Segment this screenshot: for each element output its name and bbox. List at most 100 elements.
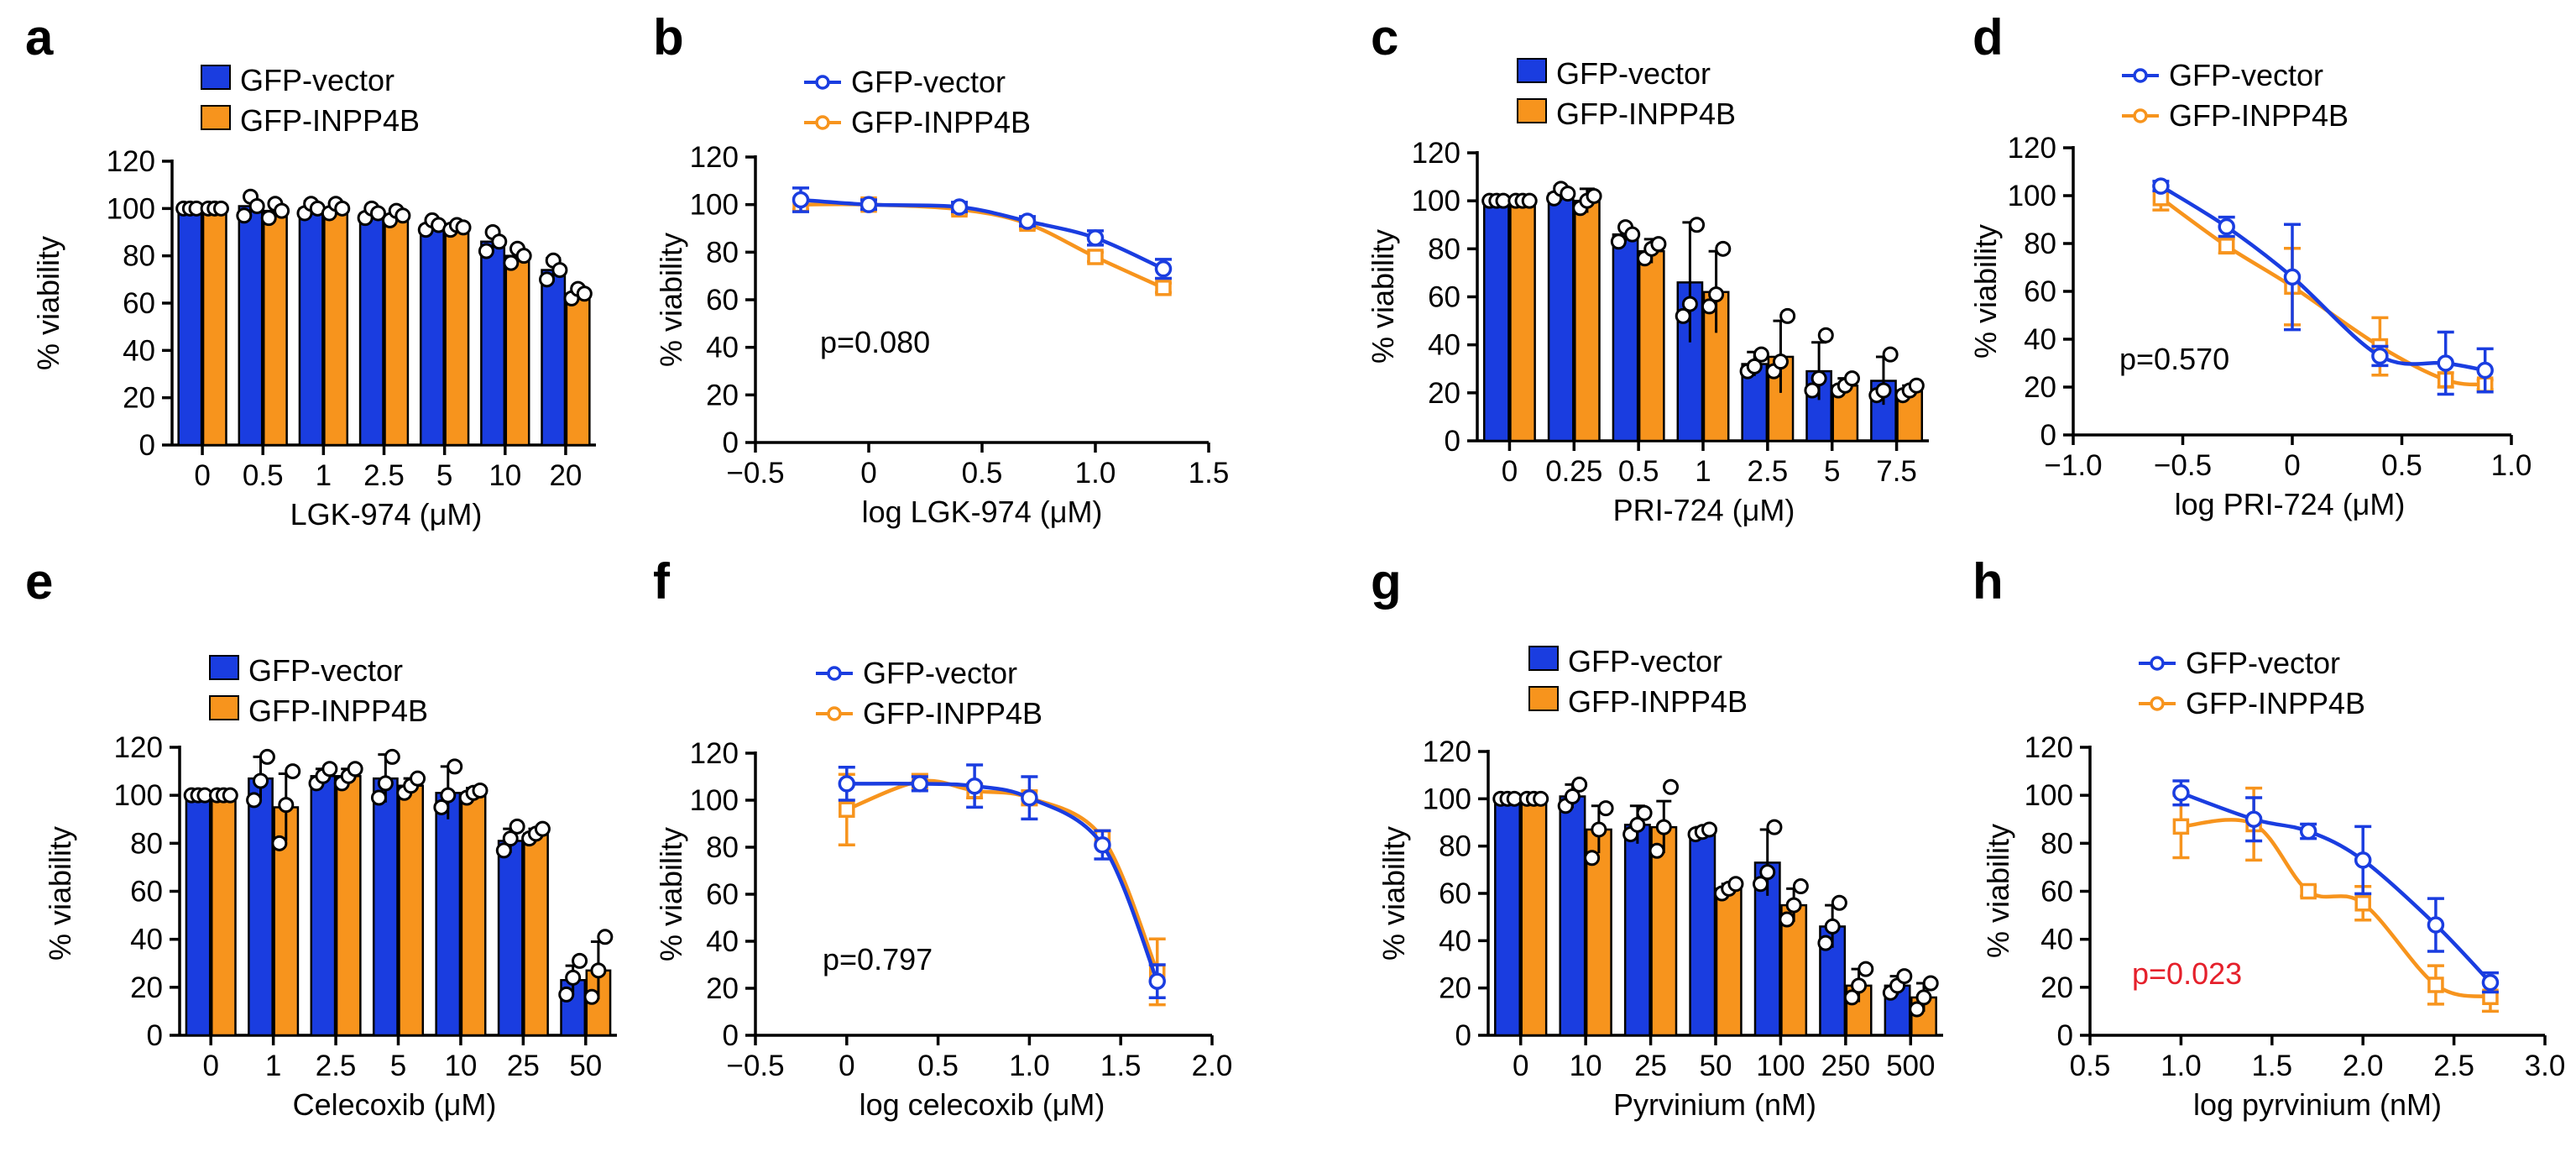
bar-inpp4b-4 — [460, 792, 487, 1037]
data-point-inpp4b — [410, 770, 426, 787]
x-tick-label: 10 — [1570, 1050, 1602, 1082]
y-tick-label: 120 — [1423, 736, 1471, 768]
y-tick-label: 100 — [690, 189, 739, 222]
y-tick-label: 80 — [2024, 228, 2056, 260]
y-tick-label: 0 — [723, 1019, 739, 1052]
panel-letter-g: g — [1371, 553, 1402, 610]
bar-vector-1 — [1547, 192, 1575, 442]
data-point-vector — [253, 772, 269, 789]
x-tick-label: 25 — [507, 1050, 540, 1082]
x-axis-label: log pyrvinium (nM) — [2193, 1087, 2442, 1122]
panel-letter-b: b — [653, 9, 684, 65]
x-tick-label: 0.25 — [1545, 455, 1602, 488]
y-tick-label: 40 — [123, 334, 155, 367]
data-point-vector — [1701, 821, 1718, 838]
y-tick-label: 0 — [1445, 425, 1460, 458]
y-tick-label: 100 — [2008, 180, 2056, 212]
y-tick-label: 40 — [2040, 924, 2073, 956]
y-axis-label: % viability — [654, 233, 688, 367]
panel-letter-h: h — [1972, 553, 2004, 610]
y-tick-label: 20 — [130, 971, 163, 1004]
bar-vector-2 — [310, 775, 337, 1037]
data-point-inpp4b — [455, 219, 472, 236]
bar-vector-3 — [358, 212, 384, 447]
y-tick-label: 20 — [2024, 371, 2056, 404]
bar-vector-4 — [435, 792, 462, 1037]
y-tick-label: 120 — [2008, 132, 2056, 165]
y-tick-label: 20 — [706, 379, 739, 411]
data-point-vector — [440, 787, 457, 804]
data-point-vector — [1811, 370, 1827, 387]
data-point-inpp4b — [1858, 961, 1874, 977]
data-point-vector — [1681, 296, 1698, 312]
x-tick-label: 10 — [444, 1050, 477, 1082]
bar-vector-3 — [372, 777, 399, 1037]
data-point-vector — [2218, 217, 2235, 236]
bar-inpp4b-4 — [444, 226, 470, 447]
data-point-vector — [246, 792, 263, 809]
panel-letter-f: f — [653, 553, 671, 610]
legend-marker-vector — [2150, 656, 2165, 671]
bar-vector-5 — [480, 240, 506, 447]
legend-swatch-vector — [201, 65, 231, 90]
x-axis-label: log LGK-974 (μM) — [862, 495, 1103, 529]
y-tick-label: 0 — [2057, 1019, 2073, 1052]
data-point-vector — [965, 777, 984, 795]
x-tick-label: 0.5 — [2070, 1050, 2111, 1082]
legend-swatch-vector — [1517, 58, 1547, 83]
y-axis-label: % viability — [1981, 824, 2015, 958]
data-point-inpp4b — [271, 835, 288, 851]
y-tick-label: 0 — [723, 427, 739, 459]
data-point-inpp4b — [583, 988, 600, 1005]
panel-letter-e: e — [25, 553, 53, 610]
data-point-vector — [248, 198, 265, 215]
data-point-vector — [1021, 788, 1038, 807]
legend-swatch-inpp4b — [201, 105, 231, 130]
x-tick-label: 0 — [1513, 1050, 1528, 1082]
bar-inpp4b-2 — [335, 775, 362, 1037]
data-point-vector — [1148, 972, 1166, 990]
legend-label-inpp4b: GFP-INPP4B — [1568, 684, 1748, 719]
y-tick-label: 20 — [123, 382, 155, 415]
legend-label-vector: GFP-vector — [863, 656, 1017, 690]
x-tick-label: 0 — [202, 1050, 218, 1082]
data-point-vector — [1759, 864, 1776, 881]
data-point-inpp4b — [1586, 187, 1602, 204]
y-tick-label: 40 — [1428, 329, 1460, 362]
y-axis-label: % viability — [31, 236, 65, 370]
bar-inpp4b-0 — [1509, 199, 1536, 442]
legend-label-inpp4b: GFP-INPP4B — [240, 103, 420, 138]
p-value: p=0.797 — [823, 942, 933, 977]
legend-swatch-vector — [209, 655, 239, 680]
x-tick-label: 2.0 — [2343, 1050, 2384, 1082]
x-tick-label: 0 — [2284, 449, 2300, 482]
data-point-inpp4b — [1655, 819, 1672, 835]
data-point-inpp4b — [597, 929, 614, 945]
data-point-vector — [447, 758, 463, 775]
data-point-inpp4b — [212, 200, 229, 217]
fit-curve-vector — [800, 197, 1164, 271]
data-point-vector — [1875, 382, 1892, 399]
data-point-vector — [1831, 894, 1847, 911]
data-point-vector — [1896, 968, 1913, 985]
x-tick-label: 1 — [1695, 455, 1711, 488]
data-point-vector — [1817, 327, 1834, 343]
x-tick-label: 1.0 — [1075, 457, 1116, 490]
y-tick-label: 120 — [2025, 731, 2073, 764]
data-point-inpp4b — [1597, 800, 1614, 817]
data-point-inpp4b — [503, 254, 520, 271]
p-value: p=0.023 — [2132, 956, 2242, 991]
x-tick-label: 0.5 — [962, 457, 1003, 490]
data-point-vector — [1746, 358, 1763, 374]
y-tick-label: 120 — [107, 145, 155, 178]
bar-vector-0 — [185, 793, 212, 1037]
legend-label-vector: GFP-vector — [2169, 58, 2323, 92]
panel-f: f GFP-vector GFP-INPP4B 0 20 40 60 80 100 120 % vi… — [653, 553, 1232, 1122]
y-tick-label: 60 — [123, 287, 155, 320]
data-point-inpp4b — [1779, 911, 1795, 928]
data-point-vector — [2152, 177, 2170, 195]
legend-marker-inpp4b — [2133, 108, 2148, 123]
x-axis-label: Pyrvinium (nM) — [1613, 1087, 1816, 1122]
bar-inpp4b-3 — [384, 214, 410, 447]
